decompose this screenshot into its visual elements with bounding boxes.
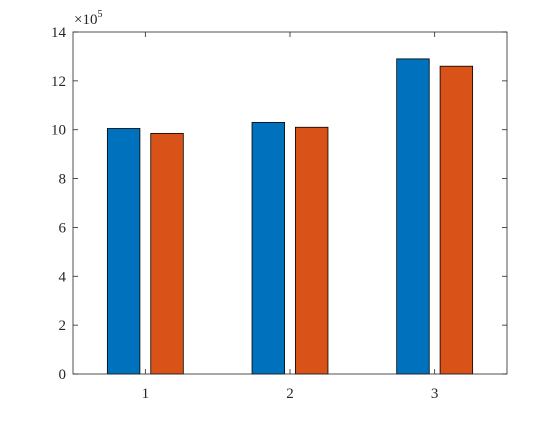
plot-area bbox=[73, 32, 507, 374]
y-tick-label: 8 bbox=[59, 172, 67, 188]
y-exponent-power: 5 bbox=[97, 9, 102, 20]
bar-series-1-category-2 bbox=[251, 121, 285, 375]
y-tick-label: 14 bbox=[51, 25, 67, 41]
bar-series-2-category-3 bbox=[439, 65, 474, 375]
x-tick-label: 3 bbox=[431, 386, 439, 402]
y-tick-label: 0 bbox=[59, 367, 67, 383]
bar-series-1-category-3 bbox=[396, 58, 430, 375]
bar-series-2-category-2 bbox=[295, 126, 329, 375]
bars-layer bbox=[106, 58, 474, 375]
bar-series-2-category-1 bbox=[150, 132, 184, 375]
x-tick-label: 1 bbox=[142, 386, 150, 402]
y-exponent-base: ×10 bbox=[74, 12, 97, 28]
y-tick-label: 4 bbox=[59, 269, 67, 285]
y-tick-label: 10 bbox=[51, 123, 66, 139]
y-tick-label: 12 bbox=[51, 74, 66, 90]
bar-series-1-category-1 bbox=[106, 128, 141, 375]
y-exponent-label: ×105 bbox=[74, 9, 102, 28]
x-tick-label: 2 bbox=[286, 386, 294, 402]
y-tick-label: 2 bbox=[59, 318, 67, 334]
y-tick-label: 6 bbox=[59, 220, 67, 236]
